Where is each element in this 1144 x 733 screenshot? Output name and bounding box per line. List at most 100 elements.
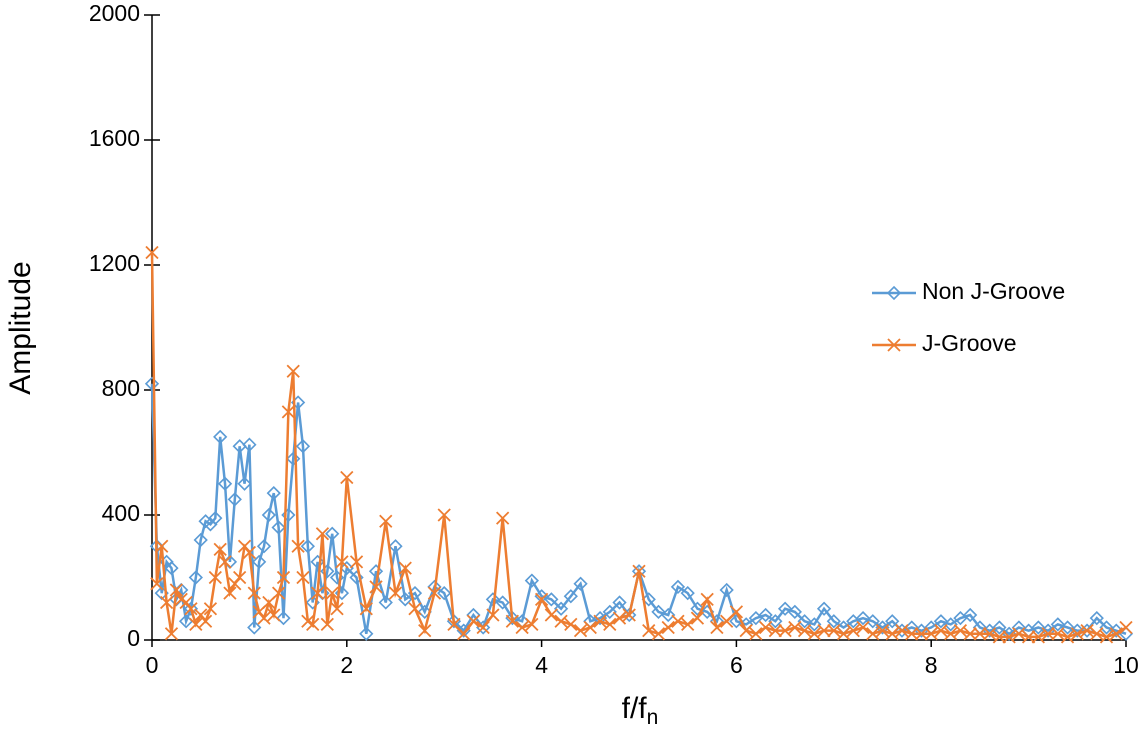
y-axis-label: Amplitude bbox=[4, 261, 37, 394]
data-point bbox=[1060, 630, 1075, 644]
y-tick-label: 1600 bbox=[89, 125, 140, 151]
data-point bbox=[1119, 620, 1133, 635]
data-point bbox=[593, 614, 607, 628]
data-point bbox=[787, 604, 802, 620]
data-point bbox=[315, 527, 330, 541]
data-point bbox=[261, 507, 277, 523]
data-point bbox=[198, 614, 213, 628]
x-tick-label: 6 bbox=[730, 652, 743, 678]
data-point bbox=[223, 586, 237, 600]
data-point bbox=[189, 617, 203, 632]
data-point bbox=[237, 539, 252, 553]
data-point bbox=[963, 627, 977, 641]
data-point bbox=[710, 620, 724, 635]
data-point bbox=[1031, 630, 1045, 644]
data-point bbox=[247, 620, 262, 635]
data-point bbox=[208, 510, 223, 526]
data-point bbox=[1099, 630, 1114, 644]
data-point bbox=[1021, 630, 1036, 644]
data-point bbox=[267, 608, 281, 622]
data-point bbox=[169, 583, 183, 597]
data-point bbox=[306, 617, 320, 632]
data-point bbox=[368, 564, 384, 579]
data-point bbox=[670, 579, 686, 595]
data-point bbox=[208, 570, 222, 585]
data-point bbox=[866, 627, 880, 641]
legend-label: J-Groove bbox=[922, 330, 1017, 356]
data-point bbox=[325, 526, 340, 541]
data-point bbox=[603, 617, 617, 632]
data-point bbox=[992, 630, 1007, 644]
x-tick-label: 0 bbox=[146, 652, 159, 678]
data-point bbox=[807, 627, 821, 641]
data-point bbox=[651, 627, 666, 641]
data-point bbox=[992, 620, 1007, 635]
data-point bbox=[466, 614, 481, 628]
data-point bbox=[359, 602, 373, 616]
data-point bbox=[856, 620, 870, 635]
data-point bbox=[150, 577, 164, 591]
data-point bbox=[554, 614, 568, 628]
data-point bbox=[1012, 627, 1026, 641]
x-tick-label: 4 bbox=[535, 652, 548, 678]
data-point bbox=[310, 586, 325, 600]
data-point bbox=[227, 492, 242, 507]
data-point bbox=[291, 539, 305, 553]
data-point bbox=[194, 608, 208, 622]
data-point bbox=[1099, 620, 1114, 635]
data-point bbox=[855, 610, 871, 626]
data-point bbox=[836, 627, 851, 641]
data-point bbox=[739, 623, 753, 638]
data-point bbox=[573, 576, 588, 591]
data-point bbox=[379, 514, 393, 528]
data-point bbox=[496, 511, 510, 525]
data-point bbox=[827, 623, 841, 638]
data-point bbox=[335, 555, 349, 569]
data-point bbox=[778, 623, 792, 638]
data-point bbox=[359, 626, 374, 641]
data-point bbox=[953, 623, 968, 638]
data-point bbox=[768, 614, 783, 629]
data-point bbox=[1070, 627, 1084, 641]
data-point bbox=[1090, 627, 1104, 641]
data-point bbox=[525, 617, 539, 632]
data-point bbox=[973, 627, 987, 641]
data-point bbox=[398, 592, 413, 607]
data-point bbox=[339, 560, 354, 576]
data-point bbox=[719, 582, 734, 598]
data-point bbox=[476, 620, 490, 635]
data-point bbox=[505, 614, 520, 628]
data-point bbox=[944, 627, 958, 641]
data-point bbox=[164, 627, 179, 641]
data-point bbox=[749, 627, 763, 641]
data-point bbox=[905, 627, 919, 641]
data-point bbox=[325, 586, 339, 600]
data-point bbox=[914, 627, 929, 641]
data-point bbox=[213, 429, 228, 445]
data-point bbox=[963, 607, 978, 623]
data-point bbox=[1051, 627, 1065, 641]
data-point bbox=[661, 620, 675, 635]
data-point bbox=[563, 589, 578, 604]
data-point bbox=[1060, 620, 1075, 635]
data-point bbox=[885, 627, 899, 641]
data-point bbox=[281, 405, 295, 419]
data-point bbox=[661, 607, 676, 623]
data-point bbox=[417, 604, 432, 620]
data-point bbox=[564, 617, 578, 632]
series-line bbox=[150, 383, 1127, 636]
data-point bbox=[228, 577, 242, 591]
data-point bbox=[885, 614, 900, 629]
data-point bbox=[408, 602, 422, 616]
data-point bbox=[544, 592, 559, 607]
data-point bbox=[330, 602, 344, 616]
data-point bbox=[388, 586, 403, 600]
x-tick-label: 10 bbox=[1113, 652, 1139, 678]
data-point bbox=[145, 245, 159, 260]
data-point bbox=[943, 617, 958, 632]
data-point bbox=[1080, 623, 1094, 638]
data-point bbox=[257, 611, 271, 625]
data-point bbox=[758, 607, 773, 623]
data-point bbox=[276, 570, 291, 585]
